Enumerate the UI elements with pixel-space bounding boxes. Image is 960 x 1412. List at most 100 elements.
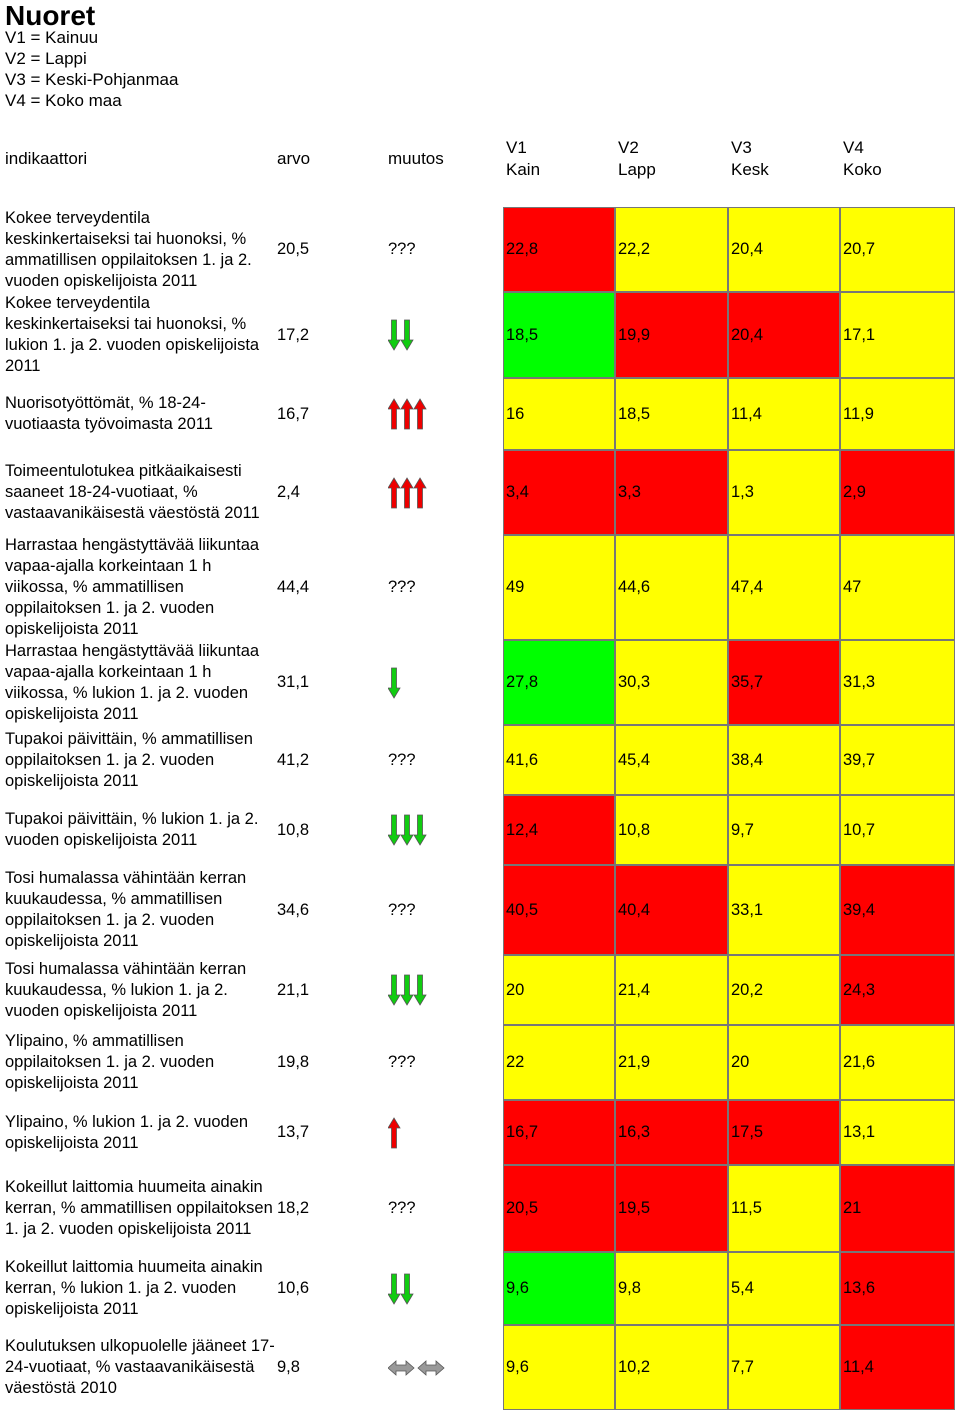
value-cell: 20 [503,955,615,1025]
muutos-icon [388,640,498,725]
indicator: Nuorisotyöttömät, % 18-24-vuotiaasta työ… [5,394,213,433]
muutos: ??? [388,900,416,919]
arvo: 21,1 [277,980,310,999]
arrow [417,1359,445,1376]
arvo: 10,6 [277,1279,310,1297]
value-cell: 33,1 [728,865,840,955]
header-column: V1 Kain [506,112,540,206]
muutos: ??? [388,1053,416,1071]
value-cell: 9,6 [503,1252,615,1325]
muutos-icon [388,378,498,450]
arvo: 44,4 [277,578,310,596]
indicator: Tupakoi päivittäin, % lukion 1. ja 2. vu… [5,810,259,849]
muutos-icon [388,1325,498,1410]
indicator: Tosi humalassa vähintään kerran kuukaude… [5,959,247,1020]
indicator: Tosi humalassa vähintään kerran kuukaude… [5,869,247,950]
arrow [413,814,427,846]
arvo: 10,8 [277,820,310,839]
header-name: Koko [843,160,882,179]
indicator: Harrastaa hengästyttävää liikuntaa vapaa… [5,641,260,723]
trend-icon [388,1273,414,1305]
muutos-icon [388,795,498,865]
value-cell: 3,3 [615,450,728,535]
arrow [388,476,401,508]
arrow [413,398,427,430]
value-cell: 20,2 [728,955,840,1025]
value-cell: 44,6 [615,535,728,640]
arrow [400,814,414,846]
value-cell: 20,4 [728,207,840,292]
value-cell: 22,8 [503,207,615,292]
muutos: ??? [388,750,416,769]
indicator: Koulutuksen ulkopuolelle jääneet 17-24-v… [5,1337,275,1397]
value-cell: 39,7 [840,725,955,795]
indicator: Toimeentulotukea pitkäaikaisesti saaneet… [5,462,260,522]
value-cell: 38,4 [728,725,840,795]
header-column: V2 Lapp [618,112,656,206]
arrow [388,974,401,1006]
value-cell: 17,1 [840,292,955,378]
value-cell: 49 [503,535,615,640]
muutos: ??? [388,240,416,258]
header-column: V3 Kesk [731,112,769,206]
arrow [400,476,414,508]
indicator: Harrastaa hengästyttävää liikuntaa vapaa… [5,536,260,638]
value-cell: 18,5 [503,292,615,378]
value-cell: 20,5 [503,1165,615,1252]
value-cell: 47,4 [728,535,840,640]
value-cell: 1,3 [728,450,840,535]
value-cell: 21 [840,1165,955,1252]
value-cell: 41,6 [503,725,615,795]
value-cell: 19,9 [615,292,728,378]
value-cell: 11,4 [840,1325,955,1410]
header-name: Kesk [731,160,769,179]
value-cell: 11,9 [840,378,955,450]
value-cell: 39,4 [840,865,955,955]
value-cell: 35,7 [728,640,840,725]
header-muutos: muutos [388,149,444,168]
value-cell: 5,4 [728,1252,840,1325]
header-indicator: indikaattori [5,149,88,168]
header-name: Kain [506,160,541,179]
trend-icon [388,1359,445,1376]
value-cell: 30,3 [615,640,728,725]
value-cell: 18,5 [615,378,728,450]
value-cell: 3,4 [503,450,615,535]
header-code: V1 [506,138,527,157]
arrow [388,814,401,846]
value-cell: 20,4 [728,292,840,378]
trend-icon [388,319,414,351]
trend-icon [388,1116,401,1148]
trend-icon [388,398,427,430]
value-cell: 9,8 [615,1252,728,1325]
arrow [388,398,401,430]
arrow [388,667,401,699]
muutos-icon [388,1100,498,1165]
value-cell: 10,7 [840,795,955,865]
value-cell: 10,8 [615,795,728,865]
value-cell: 16 [503,378,615,450]
indicator: Kokee terveydentila keskinkertaiseksi ta… [5,208,252,290]
value-cell: 10,2 [615,1325,728,1410]
legend-line: V2 = Lappi [5,49,87,68]
value-cell: 27,8 [503,640,615,725]
trend-icon [388,476,427,508]
arvo: 17,2 [277,325,310,344]
legend-line: V4 = Koko maa [5,91,122,110]
arrow [413,476,427,508]
arrow [400,1273,414,1305]
muutos-icon [388,1252,498,1325]
value-cell: 40,5 [503,865,615,955]
arvo: 34,6 [277,900,310,919]
muutos-icon [388,450,498,535]
arvo: 41,2 [277,750,310,769]
value-cell: 31,3 [840,640,955,725]
arvo: 18,2 [277,1199,310,1217]
header-code: V4 [843,138,864,157]
arrow [388,319,401,351]
arvo: 16,7 [277,404,310,423]
value-cell: 21,4 [615,955,728,1025]
value-cell: 12,4 [503,795,615,865]
arrow [388,1116,401,1148]
